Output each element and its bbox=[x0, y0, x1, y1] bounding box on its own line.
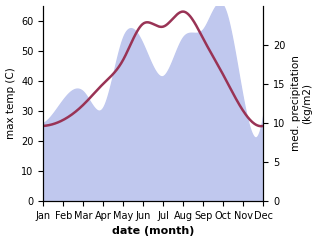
Y-axis label: max temp (C): max temp (C) bbox=[5, 68, 16, 139]
X-axis label: date (month): date (month) bbox=[112, 227, 194, 236]
Y-axis label: med. precipitation
(kg/m2): med. precipitation (kg/m2) bbox=[291, 55, 313, 151]
